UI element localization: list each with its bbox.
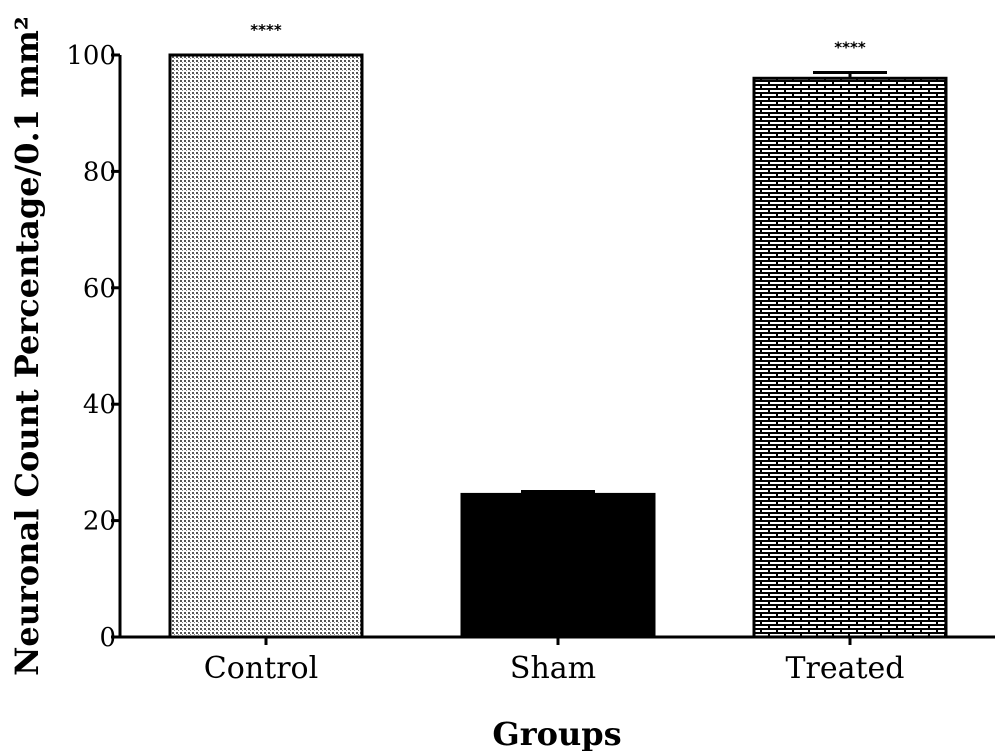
bar-sham xyxy=(460,492,656,639)
y-tick-label: 0 xyxy=(99,623,116,653)
y-tick-label: 60 xyxy=(83,274,116,304)
x-tick-labels: Control Sham Treated xyxy=(204,637,905,686)
bars: **** **** xyxy=(168,21,948,639)
bar-control xyxy=(168,53,364,639)
y-axis-title: Neuronal Count Percentage/0.1 mm² xyxy=(8,16,46,676)
x-tick-label-control: Control xyxy=(204,651,318,686)
bar-treated xyxy=(752,76,948,639)
y-tick-label: 100 xyxy=(66,41,116,71)
y-tick-label: 40 xyxy=(83,390,116,420)
x-axis-title: Groups xyxy=(492,715,621,751)
y-ticks: 0 20 40 60 80 100 xyxy=(66,41,120,653)
x-tick-label-sham: Sham xyxy=(510,651,596,686)
y-tick-label: 20 xyxy=(83,507,116,537)
significance-label-treated: **** xyxy=(834,38,866,56)
y-tick-label: 80 xyxy=(83,157,116,187)
x-tick-label-treated: Treated xyxy=(785,651,904,686)
significance-label-control: **** xyxy=(250,21,282,39)
